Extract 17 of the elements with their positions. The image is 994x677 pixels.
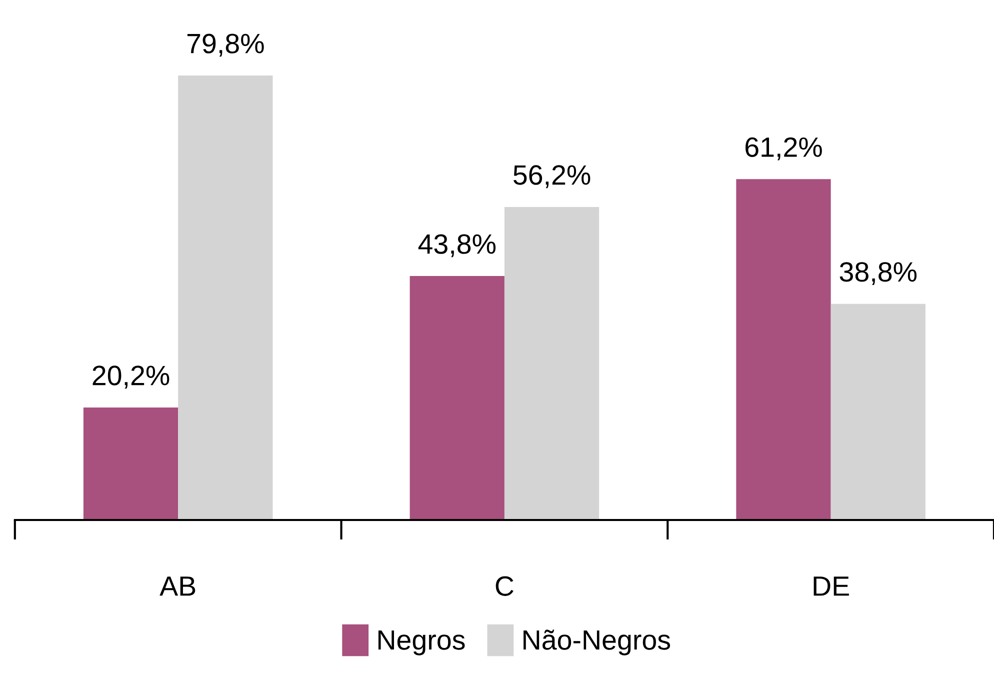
- bar: [410, 276, 504, 520]
- x-tick-label: DE: [814, 576, 849, 596]
- x-tick-label: C: [496, 576, 514, 596]
- legend-label: Negros: [378, 630, 465, 656]
- data-label: 56,2%: [514, 165, 590, 188]
- bar: [504, 206, 600, 520]
- data-label: 20,2%: [92, 366, 170, 389]
- bar: [830, 304, 926, 520]
- bar: [178, 76, 273, 520]
- data-label: 61,2%: [746, 137, 822, 160]
- bar: [736, 179, 831, 520]
- bar: [83, 407, 178, 520]
- data-label: 38,8%: [840, 262, 917, 286]
- x-tick-label: AB: [160, 576, 196, 596]
- data-label: 79,8%: [187, 34, 264, 57]
- legend-label: Não-Negros: [524, 630, 670, 656]
- data-label: 43,8%: [418, 234, 496, 258]
